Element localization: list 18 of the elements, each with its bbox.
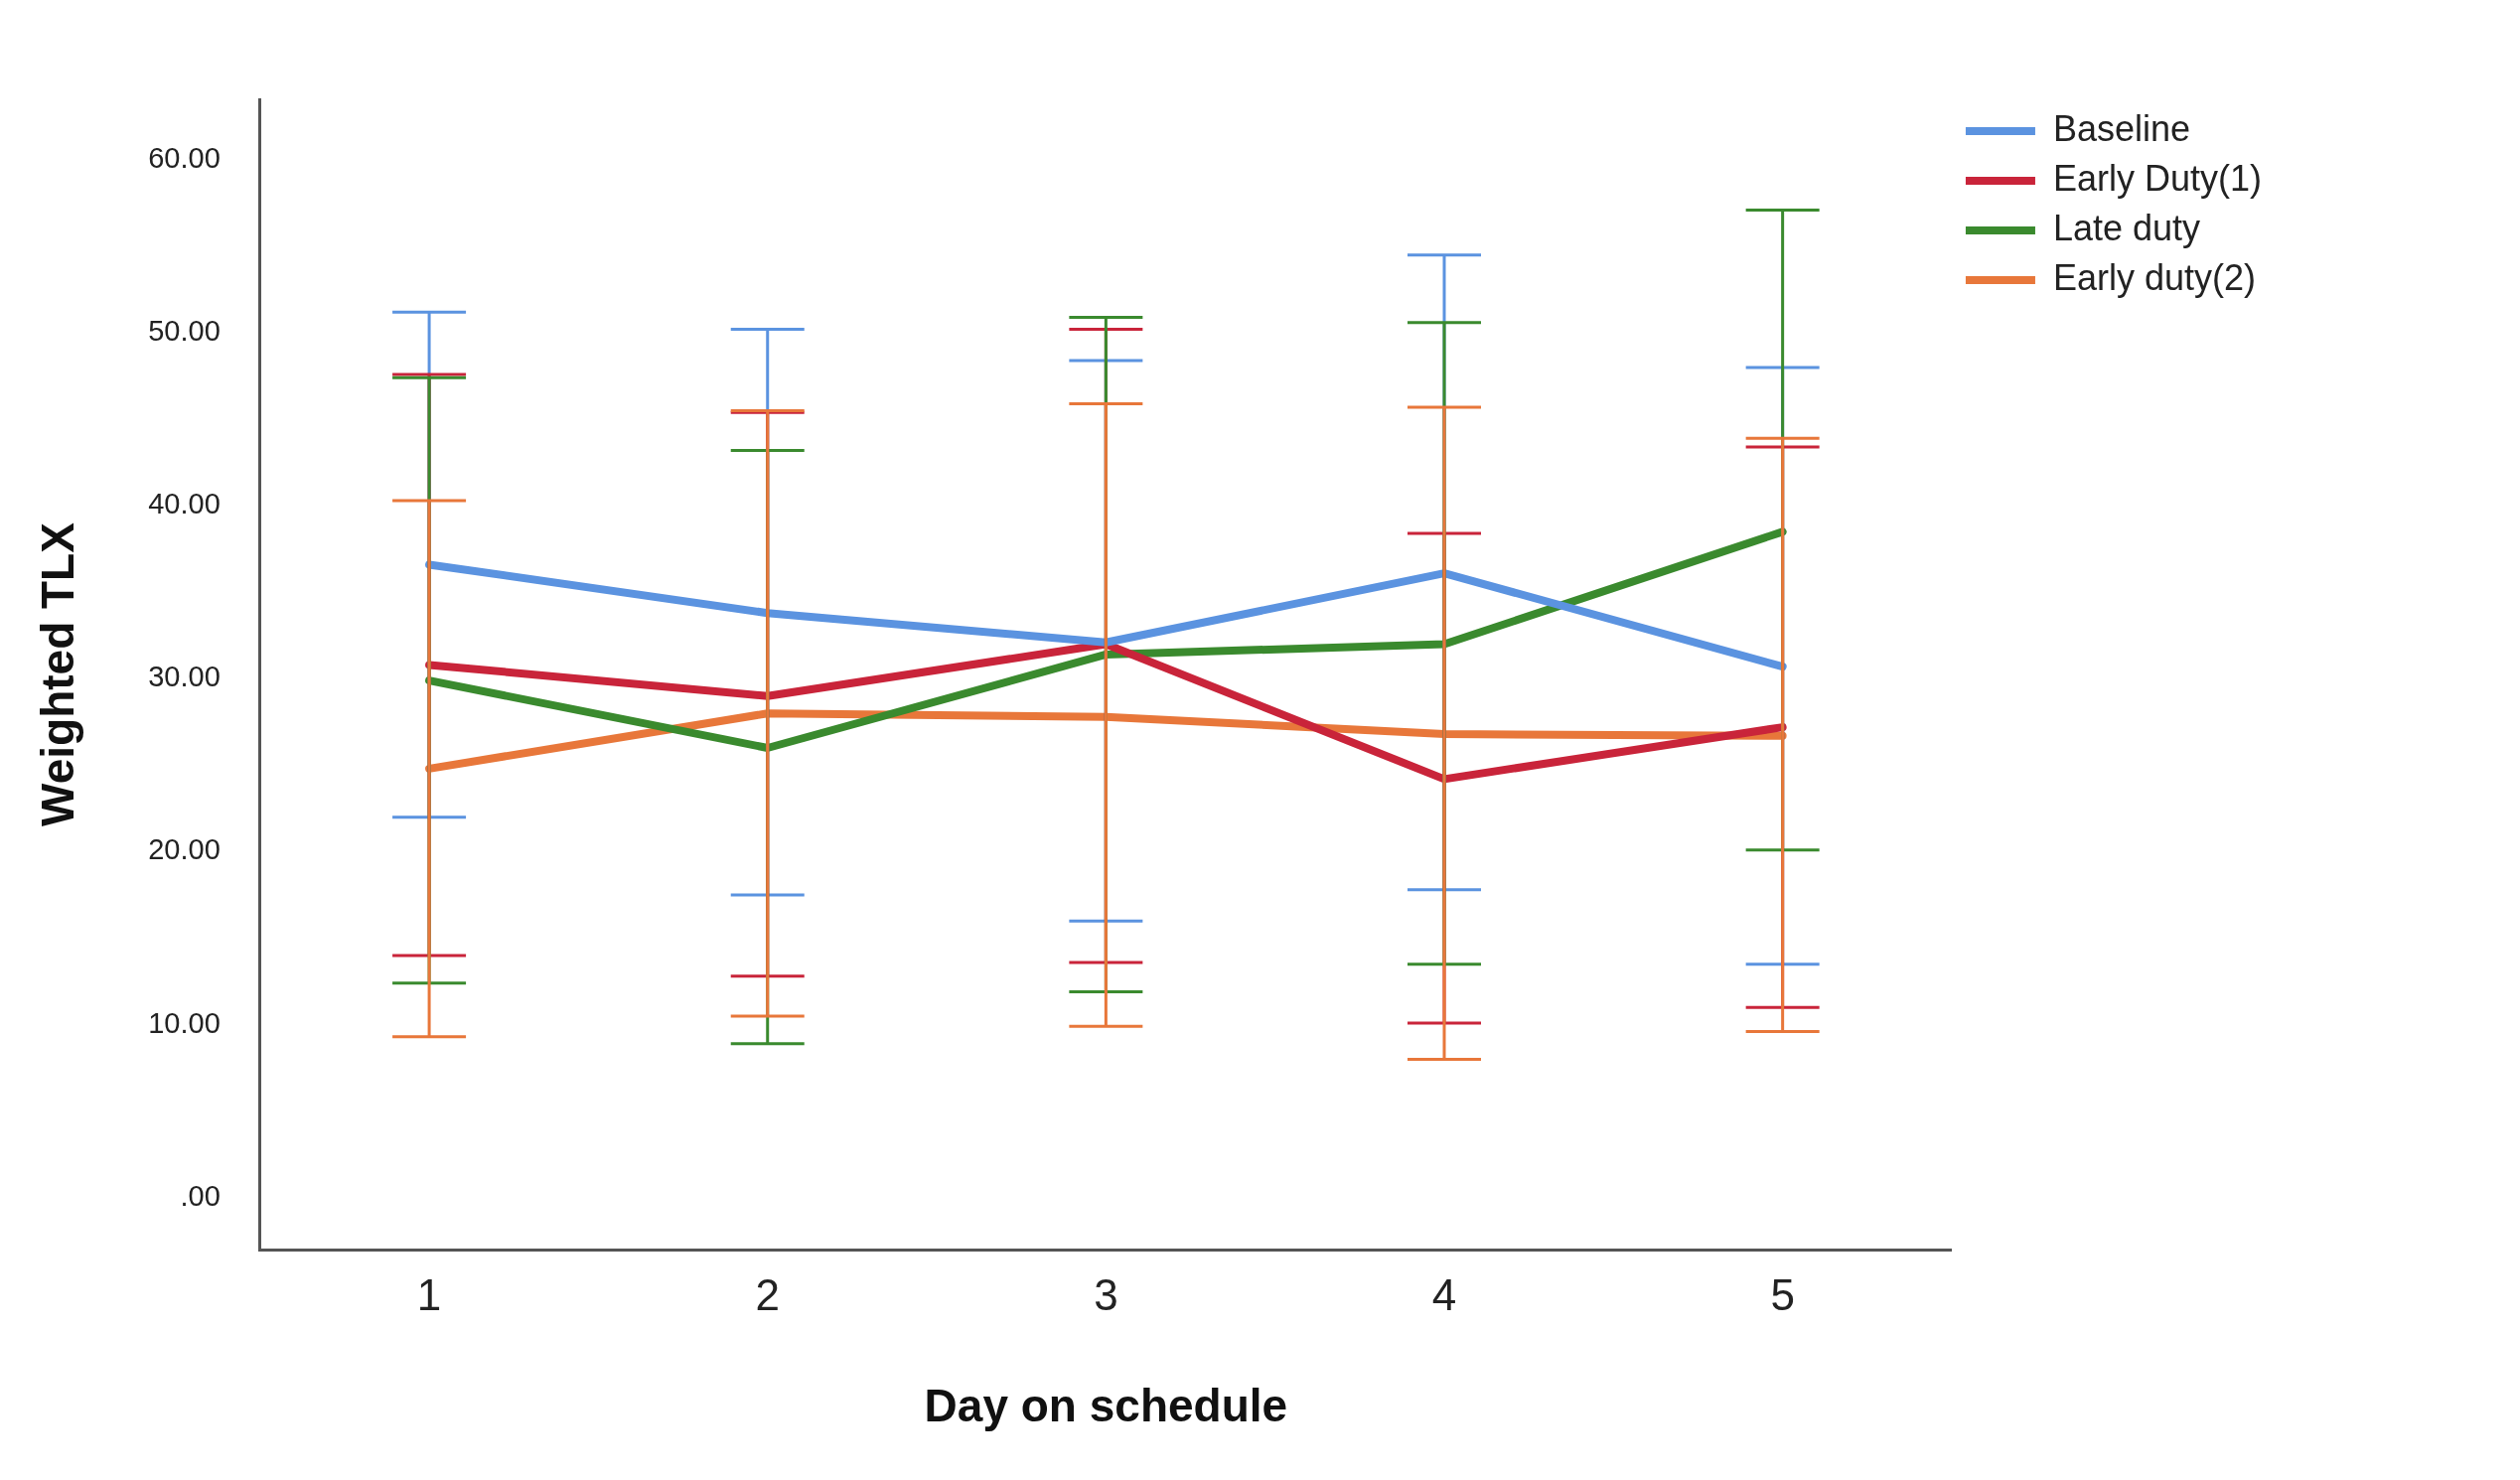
y-tick-label: 30.00	[148, 661, 221, 693]
x-tick-label: 2	[755, 1269, 780, 1319]
legend-label: Early Duty(1)	[2052, 157, 2263, 199]
legend-label: Early duty(2)	[2052, 256, 2257, 298]
y-axis-title: Weighted TLX	[32, 521, 84, 826]
x-tick-label: 3	[1094, 1269, 1118, 1319]
y-tick-label: 40.00	[148, 488, 221, 520]
x-axis-title: Day on schedule	[924, 1380, 1288, 1432]
x-tick-label: 1	[416, 1269, 442, 1319]
legend-label: Baseline	[2052, 107, 2191, 149]
y-tick-label: .00	[180, 1179, 221, 1212]
legend-label: Late duty	[2052, 207, 2201, 248]
x-tick-label: 5	[1770, 1269, 1795, 1319]
y-tick-label: 50.00	[148, 315, 221, 348]
y-tick-label: 60.00	[148, 141, 221, 174]
y-tick-label: 20.00	[148, 833, 221, 866]
y-tick-label: 10.00	[148, 1006, 221, 1039]
x-tick-label: 4	[1431, 1269, 1457, 1319]
